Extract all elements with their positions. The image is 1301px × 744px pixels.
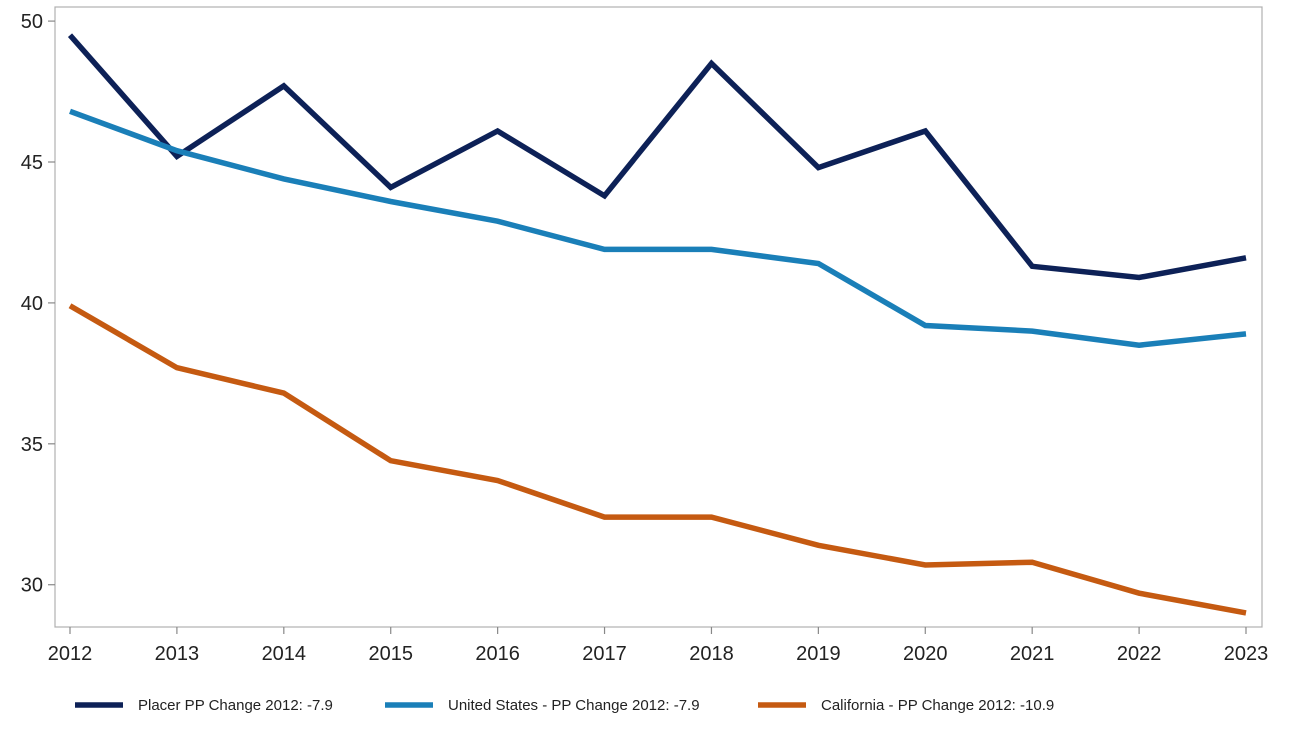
legend-label: California - PP Change 2012: -10.9 bbox=[821, 697, 1054, 714]
series-line-3 bbox=[68, 303, 1247, 616]
x-tick-label: 2014 bbox=[262, 643, 307, 665]
series-line-2 bbox=[69, 108, 1247, 348]
x-tick-label: 2015 bbox=[368, 643, 413, 665]
y-tick-label: 30 bbox=[21, 575, 43, 597]
legend-label: United States - PP Change 2012: -7.9 bbox=[448, 697, 700, 714]
y-axis: 30 35 40 45 50 bbox=[21, 11, 55, 597]
x-tick-label: 2016 bbox=[475, 643, 520, 665]
x-tick-label: 2022 bbox=[1117, 643, 1162, 665]
x-tick-label: 2017 bbox=[582, 643, 627, 665]
x-tick-label: 2021 bbox=[1010, 643, 1055, 665]
legend: Placer PP Change 2012: -7.9 United States… bbox=[75, 697, 1054, 714]
x-tick-label: 2020 bbox=[903, 643, 948, 665]
y-tick-label: 35 bbox=[21, 434, 43, 456]
y-tick-label: 50 bbox=[21, 11, 43, 33]
x-tick-label: 2023 bbox=[1224, 643, 1269, 665]
x-tick-label: 2019 bbox=[796, 643, 841, 665]
y-tick-label: 40 bbox=[21, 293, 43, 315]
plot-frame bbox=[54, 6, 1263, 628]
y-tick-label: 45 bbox=[21, 152, 43, 174]
series-line-1 bbox=[67, 33, 1247, 281]
x-tick-label: 2018 bbox=[689, 643, 734, 665]
legend-label: Placer PP Change 2012: -7.9 bbox=[138, 697, 333, 714]
series-layer bbox=[67, 33, 1247, 616]
x-tick-label: 2012 bbox=[48, 643, 93, 665]
x-axis: 2012 2013 2014 2015 2016 2017 2018 2019 2020 2021… bbox=[48, 627, 1269, 665]
x-tick-label: 2013 bbox=[155, 643, 200, 665]
